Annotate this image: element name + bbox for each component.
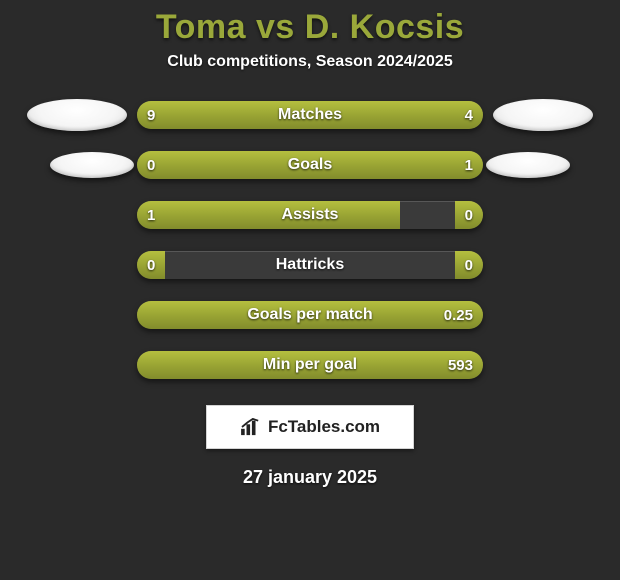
subtitle: Club competitions, Season 2024/2025	[167, 53, 452, 71]
stat-row: 00Hattricks	[0, 249, 620, 281]
avatar-slot-right	[483, 199, 603, 231]
stat-bar: 00Hattricks	[137, 251, 483, 279]
stat-row: 10Assists	[0, 199, 620, 231]
stat-label: Hattricks	[137, 251, 483, 279]
avatar-slot-right	[483, 299, 603, 331]
stat-bar: 0.25Goals per match	[137, 301, 483, 329]
bar-fill-right	[165, 301, 483, 329]
bar-fill-right	[455, 251, 483, 279]
avatar-slot-left	[47, 149, 137, 181]
stat-row: 593Min per goal	[0, 349, 620, 381]
stat-bar: 94Matches	[137, 101, 483, 129]
bar-fill-left	[137, 251, 165, 279]
player-avatar-left	[27, 99, 127, 131]
bar-fill-left	[137, 351, 165, 379]
bar-fill-right	[199, 151, 483, 179]
avatar-slot-right	[483, 249, 603, 281]
stat-row: 01Goals	[0, 149, 620, 181]
stat-row: 94Matches	[0, 99, 620, 131]
bar-fill-left	[137, 151, 199, 179]
avatar-slot-right	[483, 149, 573, 181]
avatar-slot-right	[483, 99, 603, 131]
stats-rows: 94Matches 01Goals 10Assists 00Hattricks 0.25…	[0, 99, 620, 381]
page-title: Toma vs D. Kocsis	[156, 8, 464, 47]
bar-fill-right	[365, 101, 483, 129]
logo-box: FcTables.com	[206, 405, 414, 449]
bar-fill-right	[165, 351, 483, 379]
avatar-slot-right	[483, 349, 603, 381]
date-label: 27 january 2025	[243, 467, 377, 488]
logo-text: FcTables.com	[268, 417, 380, 437]
avatar-slot-left	[17, 199, 137, 231]
bar-fill-left	[137, 301, 165, 329]
avatar-slot-left	[17, 299, 137, 331]
player-avatar-right	[493, 99, 593, 131]
avatar-slot-left	[17, 249, 137, 281]
stat-bar: 01Goals	[137, 151, 483, 179]
player-avatar-left	[50, 152, 134, 178]
stat-bar: 593Min per goal	[137, 351, 483, 379]
bar-fill-right	[455, 201, 483, 229]
stat-row: 0.25Goals per match	[0, 299, 620, 331]
stat-bar: 10Assists	[137, 201, 483, 229]
avatar-slot-left	[17, 99, 137, 131]
avatar-slot-left	[17, 349, 137, 381]
chart-icon	[240, 418, 262, 436]
bar-fill-left	[137, 201, 400, 229]
player-avatar-right	[486, 152, 570, 178]
bar-fill-left	[137, 101, 365, 129]
